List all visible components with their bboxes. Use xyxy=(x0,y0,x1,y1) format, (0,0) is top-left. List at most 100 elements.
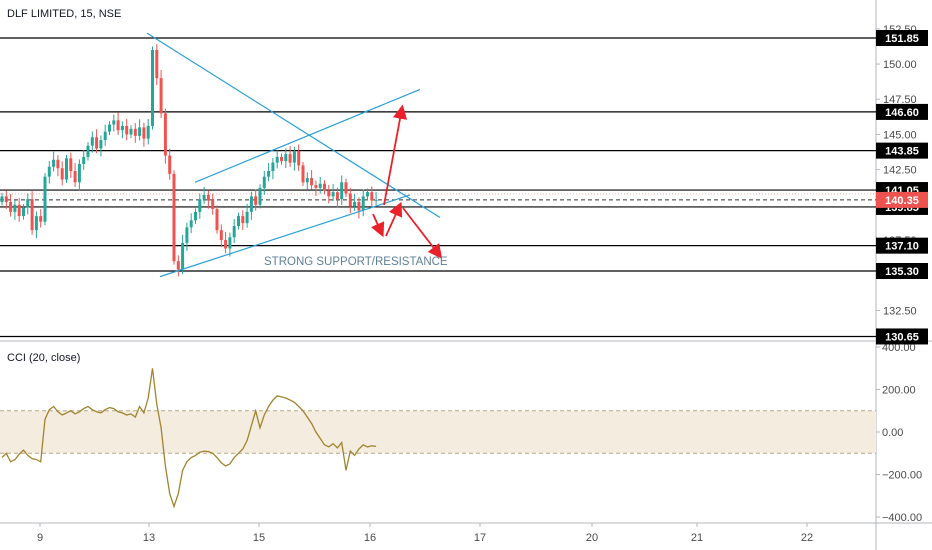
candle-body xyxy=(310,178,314,186)
level-price-tag-label: 151.85 xyxy=(885,33,919,45)
candle-body xyxy=(138,127,142,136)
candle-body xyxy=(198,199,202,212)
candle-body xyxy=(292,151,296,163)
y-tick-label: 147.50 xyxy=(883,94,917,106)
candle-body xyxy=(215,209,219,231)
level-price-tag-label: 130.65 xyxy=(885,331,919,343)
candle-body xyxy=(284,154,288,162)
candle-body xyxy=(254,196,258,205)
chart-title: DLF LIMITED, 15, NSE xyxy=(7,8,121,20)
x-tick-label: 20 xyxy=(586,532,598,544)
candle-body xyxy=(56,159,60,169)
cci-tick-label: −200.00 xyxy=(882,470,922,482)
trendline-support xyxy=(159,194,411,278)
candle-body xyxy=(26,199,30,208)
cci-tick-label: 200.00 xyxy=(882,385,916,397)
candle-body xyxy=(73,171,77,183)
level-price-tag xyxy=(876,263,928,279)
x-tick-label: 9 xyxy=(37,532,43,544)
candle-body xyxy=(155,49,159,79)
candle-body xyxy=(344,182,348,194)
candle-body xyxy=(82,156,86,165)
level-price-tag xyxy=(876,142,928,159)
cci-tick-label: −400.00 xyxy=(882,512,922,524)
candle-body xyxy=(370,192,374,201)
candle-body xyxy=(202,194,206,200)
level-price-tag-label: 146.60 xyxy=(885,107,919,119)
level-price-tag-label: 143.85 xyxy=(885,146,919,158)
arrow-dip-1 xyxy=(371,213,385,238)
last-price-tag-label: 140.35 xyxy=(885,195,919,207)
candle-body xyxy=(249,196,253,212)
candle-body xyxy=(318,183,322,188)
cci-tick-label: 400.00 xyxy=(882,342,916,354)
candle-body xyxy=(353,202,357,207)
candle-body xyxy=(366,192,369,197)
candle-body xyxy=(211,200,215,210)
candle-body xyxy=(159,78,163,114)
candle-body xyxy=(323,183,326,191)
x-tick-label: 16 xyxy=(364,532,376,544)
candle-body xyxy=(151,49,154,126)
y-tick-label: 132.50 xyxy=(883,305,917,317)
candle-body xyxy=(163,113,167,156)
candle-body xyxy=(86,145,90,157)
arrow-bounce-up xyxy=(385,201,403,237)
last-price-tag xyxy=(876,191,928,208)
annotation-strong-support: STRONG SUPPORT/RESISTANCE xyxy=(264,256,448,268)
x-tick-label: 13 xyxy=(143,532,155,544)
candle-body xyxy=(125,125,129,135)
candle-body xyxy=(280,156,283,162)
candle-body xyxy=(99,140,103,149)
candle-body xyxy=(185,227,189,243)
level-price-tag-label: 135.30 xyxy=(885,266,919,278)
x-tick-label: 17 xyxy=(474,532,486,544)
cci-title: CCI (20, close) xyxy=(7,352,80,364)
candle-body xyxy=(47,166,51,177)
candle-body xyxy=(17,204,21,217)
y-tick-label: 142.50 xyxy=(883,165,917,177)
candle-body xyxy=(181,242,185,270)
candle-body xyxy=(245,211,249,224)
candle-body xyxy=(288,154,292,163)
candle-body xyxy=(327,190,331,197)
candle-body xyxy=(194,211,197,221)
candle-body xyxy=(305,178,309,183)
cci-band xyxy=(0,410,876,454)
candle-body xyxy=(120,125,124,131)
candle-body xyxy=(60,168,64,180)
candle-body xyxy=(219,230,223,241)
candle-body xyxy=(262,176,266,188)
candle-body xyxy=(228,237,232,249)
candle-body xyxy=(0,196,4,203)
level-price-tag xyxy=(876,328,928,345)
candle-body xyxy=(142,127,146,139)
arrow-breakdown xyxy=(402,207,443,259)
candle-body xyxy=(168,155,172,174)
level-price-tag-label: 137.10 xyxy=(885,241,919,253)
arrow-breakout-up xyxy=(383,104,408,206)
candle-body xyxy=(39,216,43,222)
candle-body xyxy=(129,128,133,135)
candle-body xyxy=(69,158,73,172)
x-tick-label: 15 xyxy=(253,532,265,544)
level-price-tag xyxy=(876,237,928,254)
candle-body xyxy=(275,156,279,163)
candle-body xyxy=(65,158,68,180)
trendline-resistance xyxy=(194,88,421,183)
candle-body xyxy=(4,196,8,203)
candle-body xyxy=(331,192,335,197)
candle-body xyxy=(271,162,275,172)
candle-body xyxy=(361,196,365,211)
candle-body xyxy=(133,128,137,136)
candle-body xyxy=(258,187,262,205)
candle-body xyxy=(52,159,56,167)
candle-body xyxy=(267,171,271,177)
y-tick-label: 145.00 xyxy=(883,129,917,141)
candle-body xyxy=(108,124,111,132)
candle-body xyxy=(112,120,116,125)
candle-body xyxy=(297,151,301,166)
